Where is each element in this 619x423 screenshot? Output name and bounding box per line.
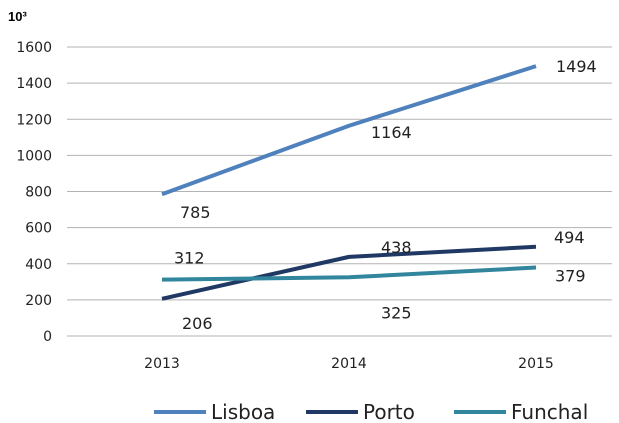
y-tick-label: 800 — [25, 185, 52, 201]
data-label-porto: 494 — [554, 228, 585, 247]
series-line-porto — [161, 244, 537, 301]
y-axis-unit-label: 10³ — [8, 9, 27, 24]
y-tick-label: 1200 — [16, 112, 52, 128]
series-lines — [161, 64, 537, 301]
data-label-funchal: 379 — [555, 267, 586, 286]
data-label-funchal: 325 — [381, 303, 412, 322]
legend: Lisboa Porto Funchal — [154, 400, 588, 423]
data-label-lisboa: 1494 — [556, 57, 597, 76]
y-tick-label: 1600 — [16, 40, 52, 56]
y-tick-label: 0 — [43, 329, 52, 345]
legend-label-porto: Porto — [363, 400, 415, 423]
data-label-funchal: 312 — [174, 249, 205, 268]
legend-label-funchal: Funchal — [511, 400, 588, 423]
series-line-funchal — [161, 265, 537, 282]
data-label-lisboa: 1164 — [371, 123, 412, 142]
x-tick-label: 2013 — [144, 356, 180, 372]
y-tick-label: 400 — [25, 257, 52, 273]
axes: 0 200 400 600 800 1000 1200 1400 1600 2013 2014 201… — [16, 40, 553, 372]
y-tick-label: 1400 — [16, 76, 52, 92]
x-tick-label: 2014 — [331, 356, 367, 372]
data-label-porto: 438 — [381, 238, 412, 257]
x-tick-label: 2015 — [518, 356, 554, 372]
series-line-lisboa — [161, 64, 537, 197]
y-tick-label: 1000 — [16, 148, 52, 164]
gridlines — [67, 46, 612, 337]
legend-label-lisboa: Lisboa — [211, 400, 275, 423]
y-tick-label: 200 — [25, 293, 52, 309]
data-label-porto: 206 — [182, 314, 213, 333]
data-labels: 785 1164 1494 206 438 494 312 325 379 — [174, 57, 597, 333]
data-label-lisboa: 785 — [180, 203, 211, 222]
y-tick-label: 600 — [25, 221, 52, 237]
